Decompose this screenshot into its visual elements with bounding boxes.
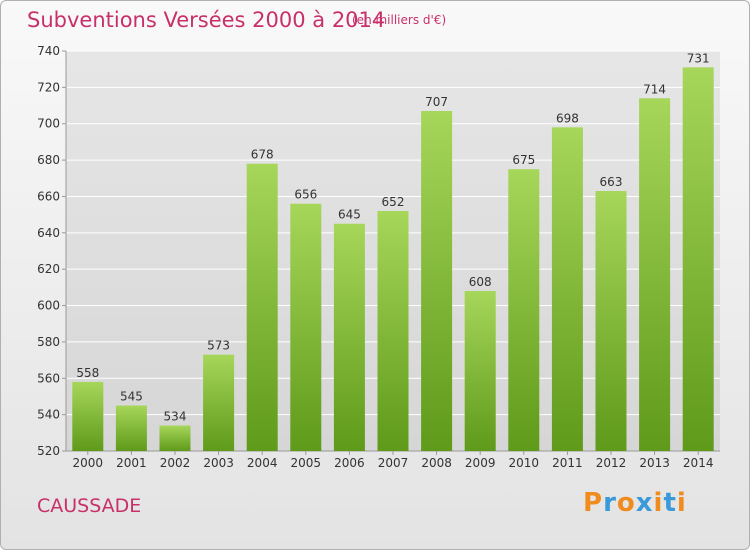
data-label-2000: 558 — [76, 366, 99, 380]
data-label-2010: 675 — [512, 153, 535, 167]
y-tick-label: 580 — [37, 335, 60, 349]
y-tick-label: 560 — [37, 371, 60, 385]
data-label-2002: 534 — [164, 410, 187, 424]
logo-letter: r — [603, 488, 617, 518]
bar-2010 — [508, 169, 540, 451]
data-label-2004: 678 — [251, 148, 274, 162]
data-label-2005: 656 — [294, 188, 317, 202]
x-tick-label-2012: 2012 — [596, 456, 627, 470]
bar-2009 — [464, 291, 496, 451]
y-tick-label: 640 — [37, 226, 60, 240]
bar-2002 — [159, 425, 191, 451]
bar-2012 — [595, 191, 627, 451]
x-tick-label-2014: 2014 — [683, 456, 714, 470]
logo-letter: x — [635, 488, 654, 518]
logo-letter: t — [663, 488, 677, 518]
y-tick-label: 520 — [37, 444, 60, 458]
data-label-2003: 573 — [207, 339, 230, 353]
bar-2001 — [115, 405, 147, 451]
y-tick-label: 700 — [37, 117, 60, 131]
bar-2004 — [246, 163, 278, 451]
data-label-2014: 731 — [687, 51, 710, 65]
x-tick-label-2011: 2011 — [552, 456, 583, 470]
x-tick-label-2000: 2000 — [73, 456, 104, 470]
bar-2013 — [639, 98, 671, 451]
data-label-2006: 645 — [338, 208, 361, 222]
x-tick-label-2004: 2004 — [247, 456, 278, 470]
data-label-2008: 707 — [425, 95, 448, 109]
data-label-2007: 652 — [382, 195, 405, 209]
y-tick-label: 540 — [37, 408, 60, 422]
bar-2000 — [72, 381, 104, 451]
logo-letter: P — [583, 488, 604, 518]
x-tick-label-2008: 2008 — [421, 456, 452, 470]
place-name: CAUSSADE — [37, 495, 142, 517]
x-tick-label-2009: 2009 — [465, 456, 496, 470]
bar-2014 — [682, 67, 714, 451]
proxiti-logo: Proxiti — [583, 488, 687, 518]
x-tick-label-2002: 2002 — [160, 456, 191, 470]
bar-2003 — [203, 354, 235, 451]
y-tick-label: 600 — [37, 299, 60, 313]
x-tick-label-2001: 2001 — [116, 456, 147, 470]
y-tick-label: 620 — [37, 262, 60, 276]
y-tick-label: 740 — [37, 44, 60, 58]
x-tick-label-2006: 2006 — [334, 456, 365, 470]
bar-2011 — [551, 127, 583, 451]
chart-title: Subventions Versées 2000 à 2014 — [27, 8, 386, 32]
data-label-2013: 714 — [643, 82, 666, 96]
bar-2008 — [421, 111, 453, 451]
y-tick-label: 720 — [37, 80, 60, 94]
logo-letter: i — [653, 488, 664, 518]
x-tick-label-2005: 2005 — [291, 456, 322, 470]
y-tick-label: 660 — [37, 189, 60, 203]
bar-2006 — [333, 223, 365, 451]
logo-letter: i — [676, 488, 687, 518]
data-label-2012: 663 — [600, 175, 623, 189]
x-tick-label-2003: 2003 — [203, 456, 234, 470]
y-tick-label: 680 — [37, 153, 60, 167]
data-label-2009: 608 — [469, 275, 492, 289]
x-tick-label-2013: 2013 — [639, 456, 670, 470]
bar-2005 — [290, 203, 322, 451]
chart-subtitle: (en milliers d'€) — [352, 13, 447, 27]
x-tick-label-2010: 2010 — [509, 456, 540, 470]
logo-letter: o — [616, 488, 636, 518]
x-tick-label-2007: 2007 — [378, 456, 409, 470]
data-label-2001: 545 — [120, 390, 143, 404]
bar-2007 — [377, 211, 409, 451]
data-label-2011: 698 — [556, 111, 579, 125]
